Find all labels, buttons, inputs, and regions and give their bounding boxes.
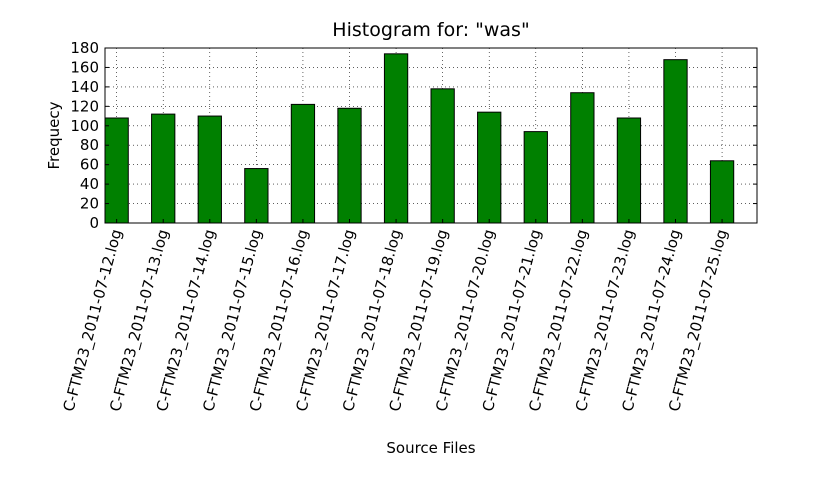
bar (337, 107, 362, 224)
chart-title: Histogram for: "was" (332, 19, 529, 41)
bar (477, 111, 502, 224)
bar (290, 103, 316, 224)
y-tick-label: 140 (70, 78, 99, 96)
y-tick-label: 160 (70, 58, 99, 76)
bar (151, 113, 176, 224)
y-tick-label: 180 (70, 39, 99, 57)
bar (616, 117, 642, 224)
y-tick-label: 80 (80, 136, 99, 154)
bar (383, 53, 409, 224)
y-axis-label: Frequecy (45, 101, 63, 169)
bar (430, 88, 455, 224)
y-tick-label: 60 (80, 156, 99, 174)
x-axis-label: Source Files (386, 439, 475, 457)
bar (709, 160, 735, 224)
bar (570, 92, 595, 224)
bar (663, 59, 688, 224)
y-tick-label: 20 (80, 195, 99, 213)
y-tick-label: 100 (70, 117, 99, 135)
bar (197, 115, 222, 224)
bar (104, 117, 129, 224)
y-tick-label: 120 (70, 97, 99, 115)
bars (104, 53, 735, 224)
bar (244, 168, 269, 224)
y-tick-label: 0 (89, 214, 99, 232)
plot-frame (104, 47, 758, 224)
y-tick-label: 40 (80, 175, 99, 193)
bar (523, 131, 548, 224)
